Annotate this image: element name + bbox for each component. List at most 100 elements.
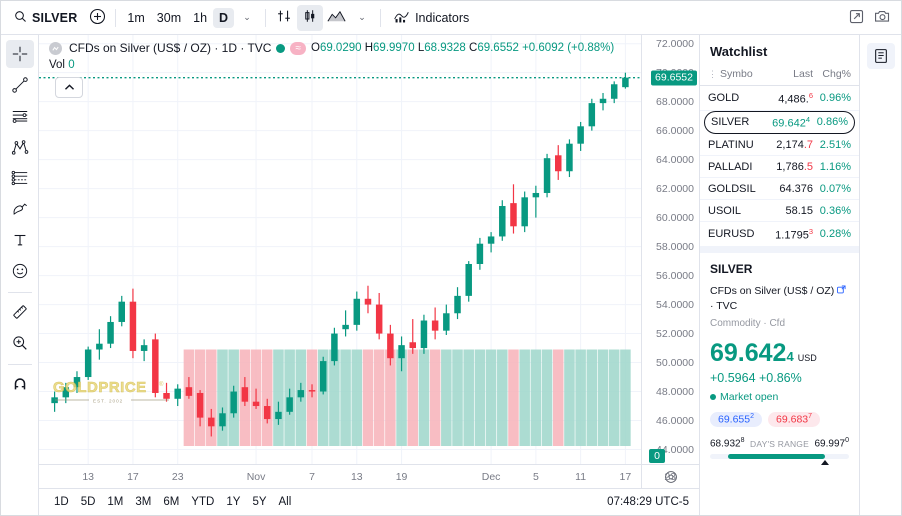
magnet-tool[interactable] bbox=[6, 370, 34, 398]
detail-currency: USD bbox=[797, 352, 817, 363]
fib-retracement-icon bbox=[11, 170, 27, 186]
range-3m[interactable]: 3M bbox=[135, 496, 152, 508]
time-axis-label: 11 bbox=[575, 471, 587, 483]
watchlist-row-palladi[interactable]: PALLADI 1,786.5 1.16% bbox=[700, 156, 859, 179]
range-ytd[interactable]: YTD bbox=[191, 496, 215, 508]
watchlist-symbol: PLATINU bbox=[708, 138, 754, 151]
time-axis-label: 13 bbox=[82, 471, 95, 483]
chevron-up-icon bbox=[64, 84, 74, 90]
compare-icon bbox=[276, 8, 292, 27]
time-axis-label: 19 bbox=[395, 471, 408, 483]
symbol-detail-panel: SILVER CFDs on Silver (US$ / OZ) · TVC C… bbox=[700, 246, 859, 515]
chart-settings-button[interactable] bbox=[641, 465, 699, 488]
watchlist-row-usoil[interactable]: USOIL 58.15 0.36% bbox=[700, 200, 859, 223]
chart-area: GOLDPRICE ® EST. 2002 bbox=[39, 35, 699, 464]
detail-description: CFDs on Silver (US$ / OZ) bbox=[710, 284, 835, 297]
resolution-dropdown-button[interactable]: ⌄ bbox=[234, 5, 260, 31]
resolution-d[interactable]: D bbox=[213, 7, 235, 28]
watchlist-symbol: SILVER bbox=[711, 116, 750, 129]
watchlist-change: 2.51% bbox=[819, 138, 851, 151]
detail-exchange: · TVC bbox=[710, 299, 738, 312]
price-axis[interactable]: 72.000070.000068.000066.000064.000062.00… bbox=[641, 35, 699, 464]
chevron-down-icon-2: ⌄ bbox=[358, 12, 366, 22]
ask-badge[interactable]: 69.6837 bbox=[768, 411, 821, 428]
range-5d[interactable]: 5D bbox=[80, 496, 96, 508]
day-range-fill bbox=[728, 453, 826, 459]
range-1d[interactable]: 1D bbox=[54, 496, 69, 508]
day-range-bar bbox=[710, 453, 849, 465]
day-range-marker bbox=[821, 459, 830, 465]
watchlist-panel-button[interactable] bbox=[866, 43, 895, 69]
watchlist-row-eurusd[interactable]: EURUSD 1.17953 0.28% bbox=[700, 222, 859, 247]
emoji-icon bbox=[12, 263, 27, 279]
watchlist-change: 0.28% bbox=[819, 228, 851, 241]
fullscreen-button[interactable] bbox=[843, 5, 869, 31]
horizontal-lines-tool[interactable] bbox=[6, 102, 34, 130]
watchlist-row-gold[interactable]: GOLD 4,486.6 0.96% bbox=[700, 86, 859, 111]
trend-line-tool[interactable] bbox=[6, 71, 34, 99]
candlestick-chart-button[interactable] bbox=[297, 4, 324, 31]
indicators-button[interactable]: Indicators bbox=[386, 5, 476, 31]
measure-tool[interactable] bbox=[6, 298, 34, 326]
range-1y[interactable]: 1Y bbox=[226, 496, 241, 508]
day-high: 69.997 bbox=[814, 438, 846, 450]
symbol-search-button[interactable]: SILVER bbox=[7, 6, 84, 30]
zoom-in-tool[interactable] bbox=[6, 329, 34, 357]
watchlist-row-goldsil[interactable]: GOLDSIL 64.376 0.07% bbox=[700, 178, 859, 201]
indicators-icon bbox=[393, 9, 410, 27]
watchlist-col-chg[interactable]: Chg% bbox=[822, 68, 851, 80]
time-axis-label: 23 bbox=[171, 471, 184, 483]
range-1m[interactable]: 1M bbox=[107, 496, 124, 508]
toolbar-divider-3 bbox=[380, 8, 382, 27]
search-icon bbox=[14, 10, 27, 26]
price-axis-label: 64.0000 bbox=[656, 153, 694, 166]
bid-badge[interactable]: 69.6552 bbox=[710, 411, 763, 428]
range-all[interactable]: All bbox=[278, 496, 292, 508]
resolution-1m[interactable]: 1m bbox=[127, 10, 145, 25]
pitchfork-tool[interactable] bbox=[6, 133, 34, 161]
watchlist-col-symbol[interactable]: ⋮ Symbo bbox=[708, 68, 765, 80]
watchlist-change: 0.07% bbox=[819, 182, 851, 195]
add-symbol-button[interactable] bbox=[84, 5, 110, 31]
area-chart-button[interactable] bbox=[323, 5, 349, 31]
time-axis-label: 5 bbox=[532, 471, 539, 483]
chart-plot[interactable]: GOLDPRICE ® EST. 2002 bbox=[39, 35, 641, 464]
bid-sup: 2 bbox=[750, 413, 755, 421]
current-price-badge: 69.6552 bbox=[651, 70, 697, 86]
watchlist-col-symbol-label: Symbo bbox=[720, 68, 753, 80]
external-link-icon[interactable] bbox=[837, 285, 846, 297]
emoji-tool[interactable] bbox=[6, 257, 34, 285]
plus-circle-icon bbox=[89, 8, 106, 28]
drag-handle-icon[interactable]: ⋮ bbox=[708, 69, 717, 79]
screenshot-button[interactable] bbox=[869, 5, 895, 31]
tool-separator-2 bbox=[7, 364, 32, 365]
watchlist-last: 1.17953 bbox=[775, 226, 813, 242]
day-range-label: DAY'S RANGE bbox=[750, 438, 809, 449]
watchlist-row-silver[interactable]: SILVER 69.6424 0.86% bbox=[704, 110, 855, 135]
ask-value: 69.683 bbox=[776, 413, 809, 426]
watchlist-rows: GOLD 4,486.6 0.96% SILVER 69.6424 0.86% PLATIN… bbox=[700, 86, 859, 247]
crosshair-tool[interactable] bbox=[5, 40, 34, 68]
text-icon bbox=[14, 234, 25, 246]
drawing-toolbar bbox=[1, 35, 39, 515]
compare-button[interactable] bbox=[271, 5, 297, 31]
resolution-1h[interactable]: 1h bbox=[193, 10, 208, 25]
zoom-in-icon bbox=[12, 336, 27, 350]
resolution-30m[interactable]: 30m bbox=[156, 10, 182, 25]
watchlist-row-platinu[interactable]: PLATINU 2,174.7 2.51% bbox=[700, 134, 859, 157]
text-tool[interactable] bbox=[6, 226, 34, 254]
time-axis[interactable]: 13 17 23 Nov 7 13 19 Dec 5 11 17 23 bbox=[39, 464, 699, 488]
fib-retracement-tool[interactable] bbox=[6, 164, 34, 192]
day-high-sup: 0 bbox=[845, 437, 849, 445]
range-6m[interactable]: 6M bbox=[163, 496, 180, 508]
price-axis-label: 68.0000 bbox=[656, 95, 694, 108]
camera-icon bbox=[874, 9, 891, 27]
time-axis-label: Dec bbox=[481, 471, 501, 483]
range-5y[interactable]: 5Y bbox=[252, 496, 267, 508]
watchlist-col-last[interactable]: Last bbox=[793, 68, 813, 80]
price-axis-label: 72.0000 bbox=[656, 37, 694, 50]
time-axis-label: 13 bbox=[350, 471, 363, 483]
brush-tool[interactable] bbox=[6, 195, 34, 223]
collapse-pane-button[interactable] bbox=[55, 77, 83, 98]
chart-type-dropdown-button[interactable]: ⌄ bbox=[349, 5, 375, 31]
